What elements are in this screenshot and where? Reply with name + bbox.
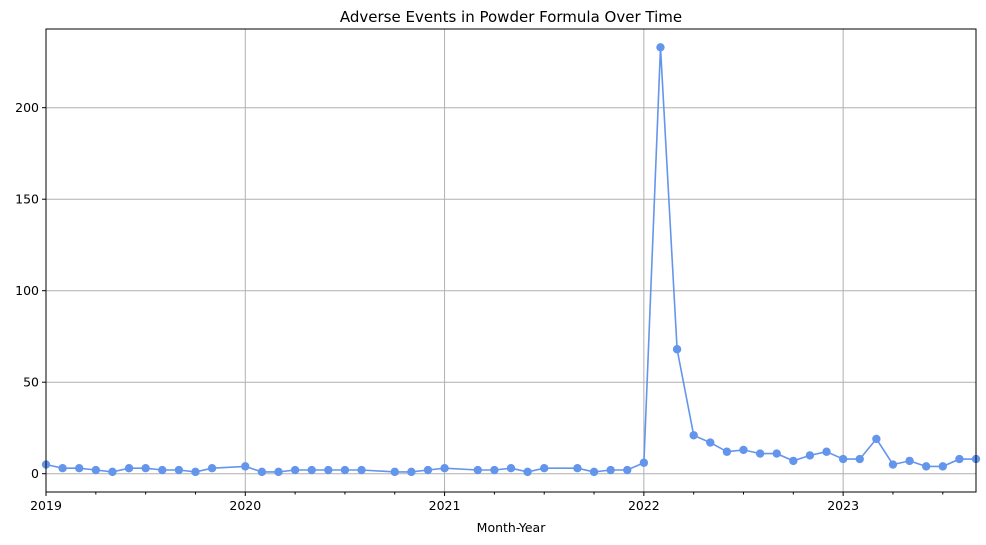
data-point [58, 464, 67, 473]
grid-lines [45, 29, 976, 492]
data-point [540, 464, 549, 473]
data-point [755, 449, 765, 458]
data-point [257, 467, 267, 477]
data-point [805, 451, 815, 460]
data-point [75, 464, 84, 473]
data-point [938, 462, 947, 471]
data-point [490, 465, 499, 475]
data-point [838, 454, 848, 464]
data-point [689, 431, 698, 440]
data-point [191, 467, 200, 477]
data-point [639, 458, 649, 467]
data-point [407, 467, 416, 477]
data-point [888, 460, 898, 469]
data-point [772, 449, 781, 458]
data-point [124, 464, 134, 473]
data-point [855, 454, 864, 464]
x-axis-label: Month-Year [477, 520, 547, 535]
data-point [955, 454, 964, 464]
data-point [340, 465, 350, 475]
data-point [589, 467, 599, 477]
series-line [45, 47, 976, 473]
data-point [423, 465, 433, 475]
x-tick-label: 2022 [628, 498, 660, 513]
y-tick-label: 50 [23, 375, 39, 390]
data-point [672, 345, 682, 354]
y-tick-label: 100 [15, 283, 39, 298]
data-point [656, 43, 665, 52]
y-tick-label: 0 [31, 466, 39, 481]
data-point [108, 467, 117, 477]
y-tick-label: 200 [15, 100, 39, 115]
x-tick-label: 2019 [30, 498, 62, 513]
data-point [739, 445, 748, 455]
data-point [921, 462, 931, 471]
data-point [872, 434, 881, 444]
data-point [706, 438, 715, 447]
data-point [473, 465, 482, 475]
data-point [324, 465, 333, 475]
x-tick-label: 2020 [229, 498, 261, 513]
data-point [822, 447, 831, 456]
data-point [290, 465, 300, 475]
data-point [440, 464, 449, 473]
data-point [573, 464, 582, 473]
data-point [357, 465, 366, 475]
y-tick-label: 150 [15, 192, 39, 207]
data-point [623, 465, 632, 475]
data-series [41, 43, 981, 477]
data-point [606, 465, 615, 475]
data-point [174, 465, 184, 475]
data-point [722, 447, 732, 456]
data-point [274, 467, 283, 477]
x-tick-label: 2023 [827, 498, 859, 513]
data-point [905, 456, 914, 466]
data-point [390, 467, 399, 477]
axis-ticks: 0 50 100 150 200 2019 2020 2021 2022 2023 [15, 100, 944, 513]
data-point [241, 462, 250, 471]
data-point [506, 464, 516, 473]
data-point [91, 465, 101, 475]
data-point [207, 464, 217, 473]
data-point [789, 456, 798, 466]
plot-frame [45, 28, 977, 493]
data-point [158, 465, 167, 475]
data-point [141, 464, 150, 473]
x-tick-label: 2021 [429, 498, 461, 513]
data-point [523, 467, 532, 477]
chart-title: Adverse Events in Powder Formula Over Ti… [340, 8, 682, 26]
data-point [307, 465, 316, 475]
